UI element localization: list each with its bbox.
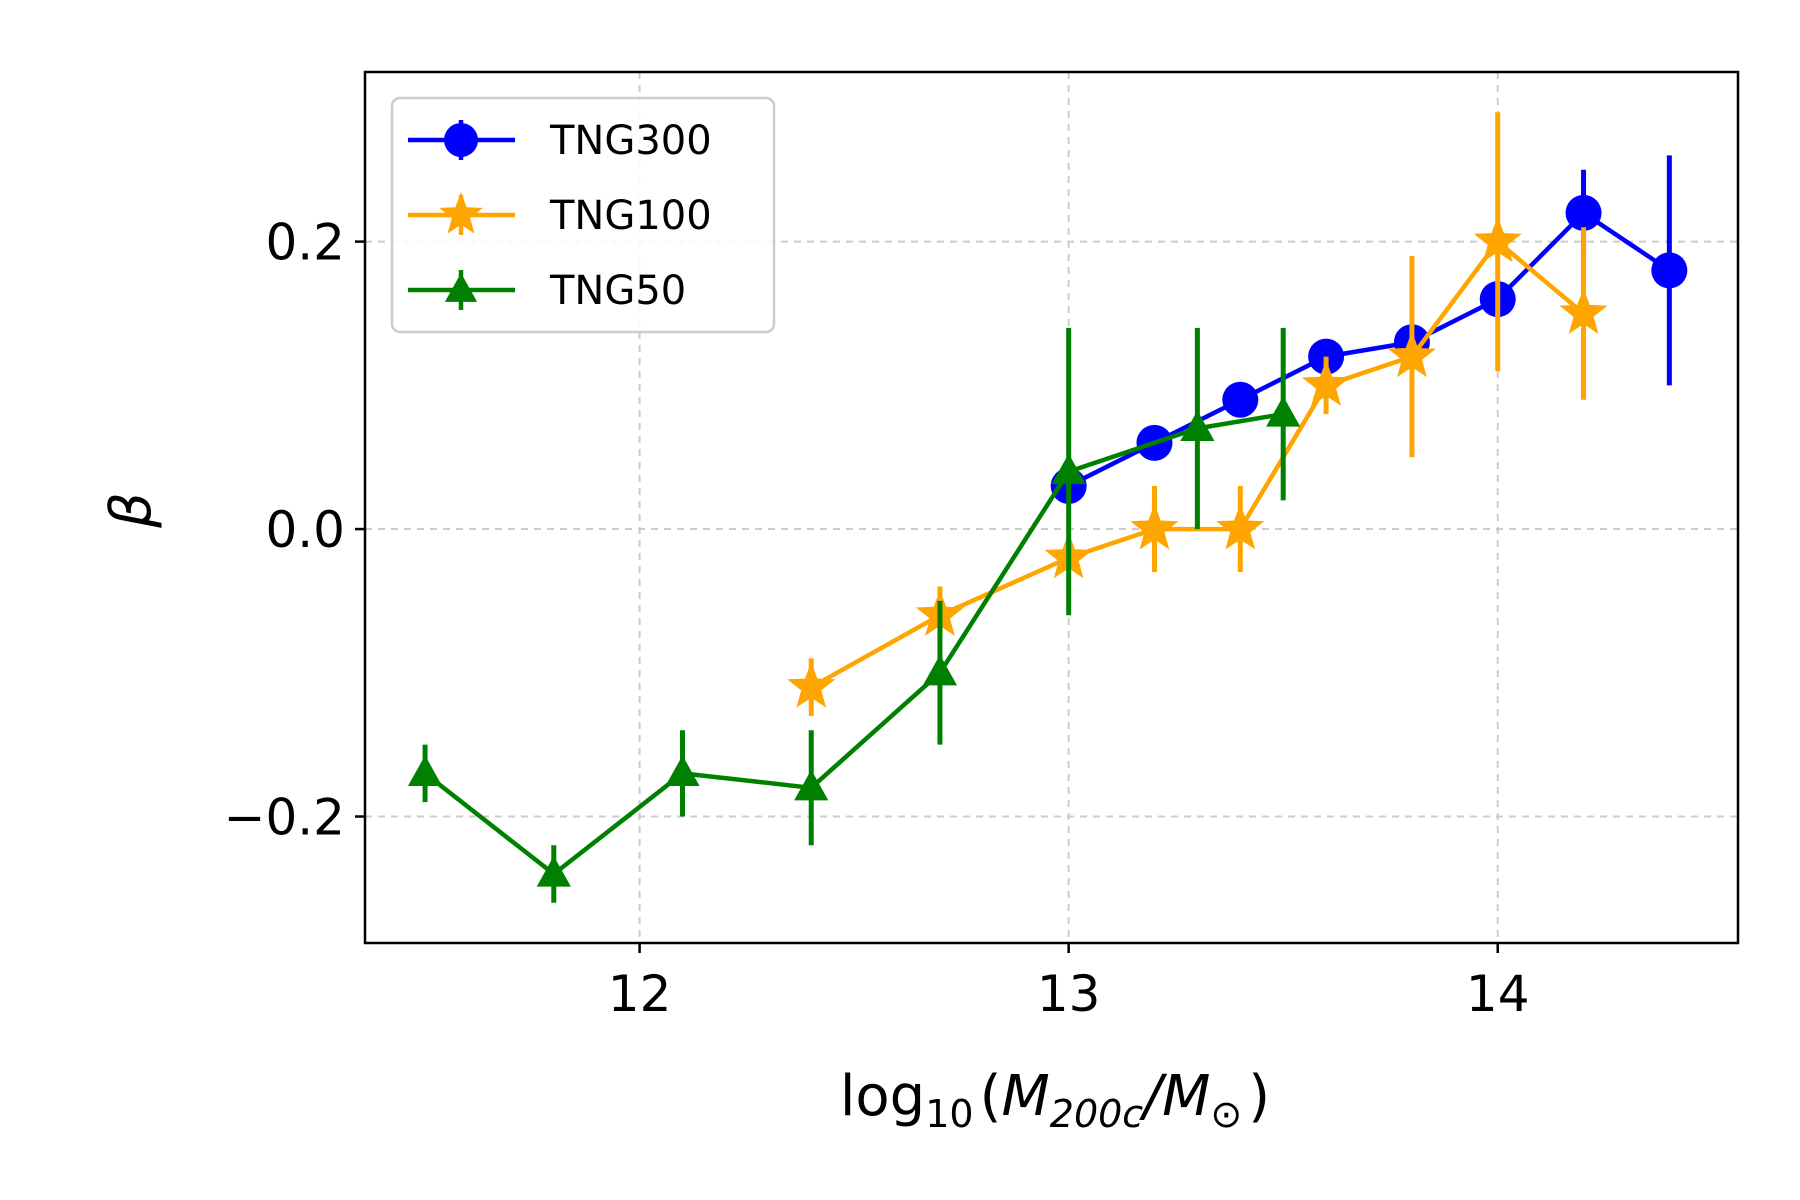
y-tick-label: 0.2	[265, 214, 345, 272]
x-axis-label: log10 (M200c/M⊙)	[840, 1064, 1270, 1136]
data-point	[1130, 503, 1179, 550]
legend-marker	[444, 123, 478, 157]
legend-label: TNG300	[549, 118, 712, 164]
data-point	[665, 755, 700, 786]
data-point	[1473, 216, 1522, 263]
legend-label: TNG100	[549, 193, 712, 239]
data-point	[1302, 360, 1351, 406]
data-point	[922, 654, 958, 686]
x-tick-label: 13	[1037, 965, 1101, 1023]
data-point	[1216, 503, 1265, 550]
series-line	[423, 411, 1284, 877]
legend-label: TNG50	[549, 268, 686, 314]
data-point	[1565, 194, 1602, 231]
series-tng300	[1050, 155, 1688, 504]
legend-item-tng50: TNG50	[408, 268, 686, 314]
data-point	[1651, 252, 1688, 289]
data-point	[1222, 381, 1259, 418]
y-tick-label: −0.2	[224, 789, 345, 847]
data-point	[407, 755, 443, 786]
y-tick-label: 0.0	[265, 501, 345, 559]
legend-item-tng100: TNG100	[408, 192, 712, 239]
legend-item-tng300: TNG300	[408, 118, 712, 164]
plot-area	[407, 112, 1688, 903]
legend-box	[390, 96, 776, 334]
legend-marker	[444, 273, 478, 302]
axes-frame	[363, 70, 1740, 945]
series-tng50	[407, 327, 1301, 903]
y-axis-label: β	[99, 492, 164, 529]
data-point	[794, 769, 829, 801]
legend-marker	[439, 192, 483, 234]
data-point	[1180, 410, 1215, 442]
legend: TNG300 TNG100 TNG50	[390, 96, 776, 334]
data-point	[1051, 453, 1086, 485]
x-tick-label: 14	[1466, 965, 1530, 1023]
data-point	[787, 661, 836, 708]
data-point	[1387, 331, 1436, 378]
data-point	[536, 856, 571, 887]
data-point	[1266, 396, 1301, 427]
x-tick-label: 12	[608, 965, 672, 1023]
ticks: 12 13 14 −0.2 0.0 0.2	[224, 214, 1530, 1023]
data-point	[1559, 288, 1608, 334]
